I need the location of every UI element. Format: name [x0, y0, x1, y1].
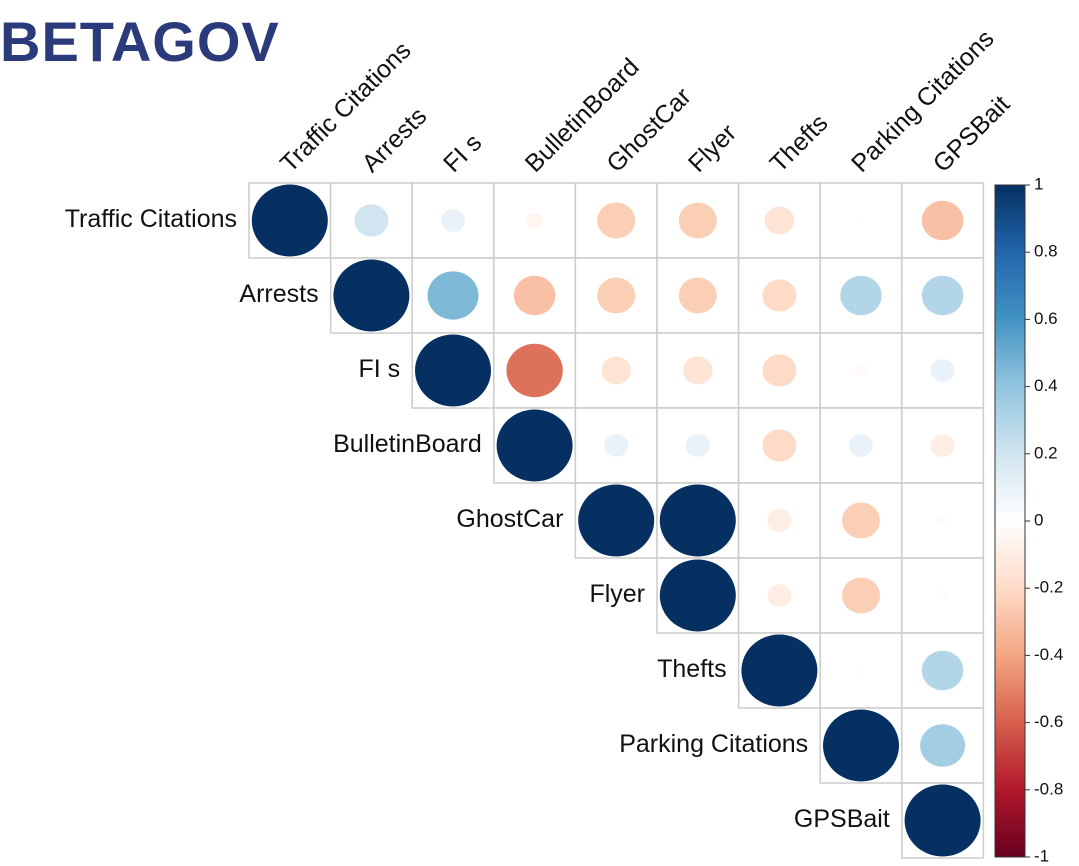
corr-circle: [683, 356, 713, 385]
colorbar-tick-label: 0.2: [1034, 443, 1058, 462]
corr-circle: [601, 356, 631, 385]
cell: [819, 182, 903, 259]
corr-circle: [921, 200, 964, 241]
corr-circle: [578, 484, 655, 557]
corr-circle: [678, 277, 717, 314]
colorbar-tick-label: 0.8: [1034, 242, 1058, 261]
column-label: FI s: [438, 129, 487, 178]
row-label: Arrests: [239, 280, 318, 308]
corr-circle: [526, 212, 544, 229]
corr-circle: [333, 259, 410, 332]
row-label: Parking Citations: [619, 730, 808, 758]
corr-circle: [506, 343, 563, 398]
colorbar-tick-label: -0.2: [1034, 578, 1063, 597]
cell: [656, 257, 740, 334]
colorbar-tick-label: -0.8: [1034, 779, 1063, 798]
corr-circle: [842, 577, 880, 614]
column-label: Arrests: [357, 102, 433, 178]
corr-circle: [597, 202, 636, 239]
colorbar-tick-label: -0.4: [1034, 645, 1063, 664]
corr-circle: [930, 434, 955, 457]
corr-circle: [823, 709, 899, 782]
cell: [737, 332, 821, 409]
corr-circle: [857, 666, 865, 675]
corr-circle: [840, 275, 882, 316]
corr-circle: [848, 434, 874, 457]
colorbar-tick-label: 0.4: [1034, 376, 1058, 395]
corr-circle: [921, 650, 964, 691]
corr-circle: [930, 359, 955, 382]
logo: BETAGOV: [0, 10, 280, 73]
corr-circle: [597, 277, 636, 314]
row-label: Thefts: [657, 655, 726, 683]
corr-circle: [354, 204, 389, 237]
colorbar-tick-label: 1: [1034, 174, 1043, 193]
corr-circle: [920, 724, 966, 767]
column-label: Parking Citations: [846, 24, 999, 177]
column-label: GPSBait: [928, 90, 1016, 178]
corr-circle: [937, 515, 948, 526]
corr-circle: [496, 409, 573, 482]
row-label: Traffic Citations: [65, 205, 237, 233]
corr-circle: [904, 784, 981, 857]
colorbar: [994, 184, 1026, 858]
corr-circle: [762, 429, 797, 462]
corr-circle: [659, 559, 736, 632]
row-label: GPSBait: [794, 805, 890, 833]
corr-circle: [251, 184, 328, 257]
corr-circle: [767, 509, 792, 532]
corr-circle: [513, 275, 556, 316]
corr-circle: [678, 202, 717, 239]
corr-circle: [857, 216, 865, 225]
corr-circle: [854, 364, 868, 377]
row-label: GhostCar: [456, 505, 563, 533]
column-label: Thefts: [765, 109, 834, 178]
corr-circle: [440, 209, 466, 232]
corr-circle: [762, 279, 797, 312]
cell: [901, 557, 985, 634]
column-label: Flyer: [683, 119, 742, 178]
corr-circle: [767, 584, 792, 607]
colorbar-tick-label: 0: [1034, 510, 1043, 529]
corr-circle: [937, 590, 948, 601]
corr-circle: [921, 275, 964, 316]
corr-circle: [659, 484, 736, 557]
corr-circle: [741, 634, 818, 707]
colorbar-tick-label: 0.6: [1034, 309, 1058, 328]
row-label: Flyer: [589, 580, 645, 608]
corr-circle: [762, 354, 797, 387]
corr-circle: [427, 271, 479, 320]
colorbar-tick-label: -0.6: [1034, 712, 1063, 731]
corr-circle: [415, 334, 491, 407]
corr-circle: [604, 434, 629, 457]
corr-circle: [764, 206, 795, 235]
corr-circle: [685, 434, 710, 457]
colorbar-tick-label: -1: [1034, 846, 1049, 865]
row-label: BulletinBoard: [333, 430, 482, 458]
row-label: FI s: [359, 355, 401, 383]
corr-circle: [842, 502, 880, 539]
